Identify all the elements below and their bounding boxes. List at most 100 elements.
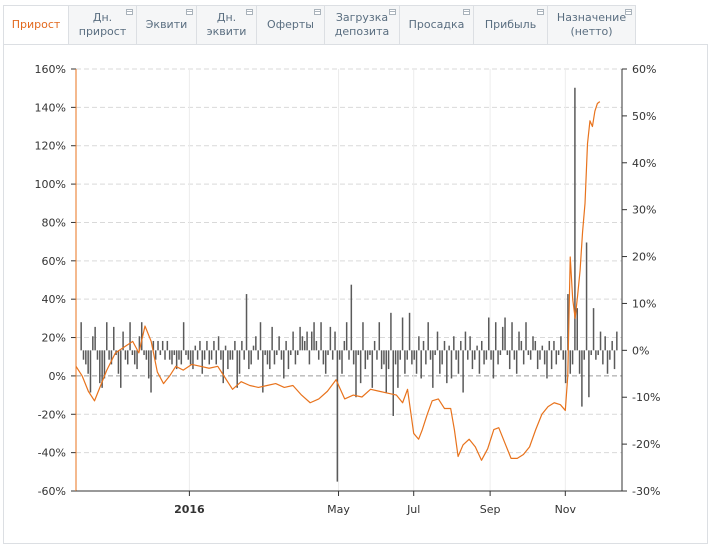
bar <box>248 350 250 370</box>
bar <box>220 350 222 360</box>
bar <box>164 350 166 360</box>
bar <box>590 350 592 356</box>
bar <box>585 242 588 351</box>
bar <box>245 294 248 351</box>
tab-popout-icon[interactable] <box>246 9 253 15</box>
tab-popout-icon[interactable] <box>314 9 321 15</box>
bar <box>304 340 306 351</box>
bar <box>178 350 180 360</box>
y-right-tick-label: 10% <box>632 297 656 310</box>
bar <box>394 350 397 365</box>
bar <box>357 350 360 356</box>
bar <box>278 336 280 351</box>
x-tick-label: Nov <box>555 503 577 516</box>
bar <box>196 350 199 360</box>
bar <box>82 350 85 360</box>
bar <box>199 340 201 351</box>
y-left-tick-label: 140% <box>35 101 66 114</box>
bar <box>578 350 581 374</box>
bar <box>371 350 374 388</box>
bar <box>494 322 497 351</box>
bar <box>126 350 129 365</box>
bar <box>439 350 441 374</box>
bar <box>483 350 485 365</box>
bar <box>611 340 613 351</box>
bar <box>485 350 488 360</box>
tab-label: Дн. эквити <box>206 11 247 38</box>
growth-line-group <box>75 101 601 461</box>
tab-1[interactable]: Прирост <box>3 5 69 45</box>
bar <box>392 350 394 416</box>
bar <box>122 331 124 351</box>
bar <box>413 350 415 360</box>
tab-popout-icon[interactable] <box>463 9 470 15</box>
tab-2[interactable]: Дн. прирост <box>69 5 137 45</box>
bar <box>564 350 567 384</box>
tab-popout-icon[interactable] <box>186 9 193 15</box>
y-right-tick-label: 30% <box>632 204 656 217</box>
bar <box>383 350 385 365</box>
bar <box>592 308 595 351</box>
bar <box>189 350 192 365</box>
bar <box>236 350 238 388</box>
bar <box>145 350 148 360</box>
bar <box>369 350 371 356</box>
bar <box>534 340 537 351</box>
bar <box>185 350 187 356</box>
tab-label: Прибыль <box>484 18 537 31</box>
bar <box>462 350 464 393</box>
bar <box>501 326 504 351</box>
bar <box>175 350 178 370</box>
tab-3[interactable]: Эквити <box>137 5 197 45</box>
bar <box>541 345 544 351</box>
tab-5[interactable]: Оферты <box>257 5 325 45</box>
bar <box>376 350 378 360</box>
y-left-tick-label: 40% <box>42 293 66 306</box>
tab-popout-icon[interactable] <box>126 9 133 15</box>
tab-label: Прирост <box>11 18 61 31</box>
tab-popout-icon[interactable] <box>625 9 632 15</box>
bar <box>101 350 103 388</box>
bar <box>147 350 150 379</box>
tab-popout-icon[interactable] <box>537 9 544 15</box>
tab-8[interactable]: Прибыль <box>474 5 548 45</box>
bar <box>113 326 115 351</box>
bar <box>576 308 578 351</box>
bar <box>229 350 231 360</box>
bar <box>343 340 346 351</box>
bar <box>467 350 469 360</box>
bar <box>222 350 224 384</box>
bar <box>129 322 131 351</box>
bar <box>373 340 376 351</box>
tab-9[interactable]: Назначение (нетто) <box>548 5 636 45</box>
bar <box>271 326 273 351</box>
bar <box>557 350 560 356</box>
bar <box>103 350 106 379</box>
bar <box>241 340 243 351</box>
bar <box>481 340 483 351</box>
bar <box>310 331 313 351</box>
bar <box>143 350 145 356</box>
y-right-tick-label: -30% <box>632 485 660 498</box>
bar <box>476 345 478 351</box>
bar <box>206 340 208 351</box>
grid-lines <box>76 68 622 492</box>
bar <box>131 350 134 356</box>
tab-label: Дн. прирост <box>78 11 127 38</box>
bar <box>338 350 341 360</box>
bar <box>243 350 245 360</box>
bar <box>171 350 173 365</box>
bar <box>290 350 292 356</box>
bar <box>448 345 450 351</box>
bar <box>301 336 304 351</box>
bar <box>324 350 327 374</box>
tab-7[interactable]: Просадка <box>400 5 474 45</box>
tab-popout-icon[interactable] <box>389 9 396 15</box>
bar <box>161 340 164 351</box>
tab-label: Назначение (нетто) <box>556 11 627 38</box>
bar <box>80 322 82 351</box>
bar <box>385 350 388 393</box>
tab-4[interactable]: Дн. эквити <box>197 5 257 45</box>
y-left-tick-label: -40% <box>38 447 66 460</box>
tab-6[interactable]: Загрузка депозита <box>325 5 400 45</box>
